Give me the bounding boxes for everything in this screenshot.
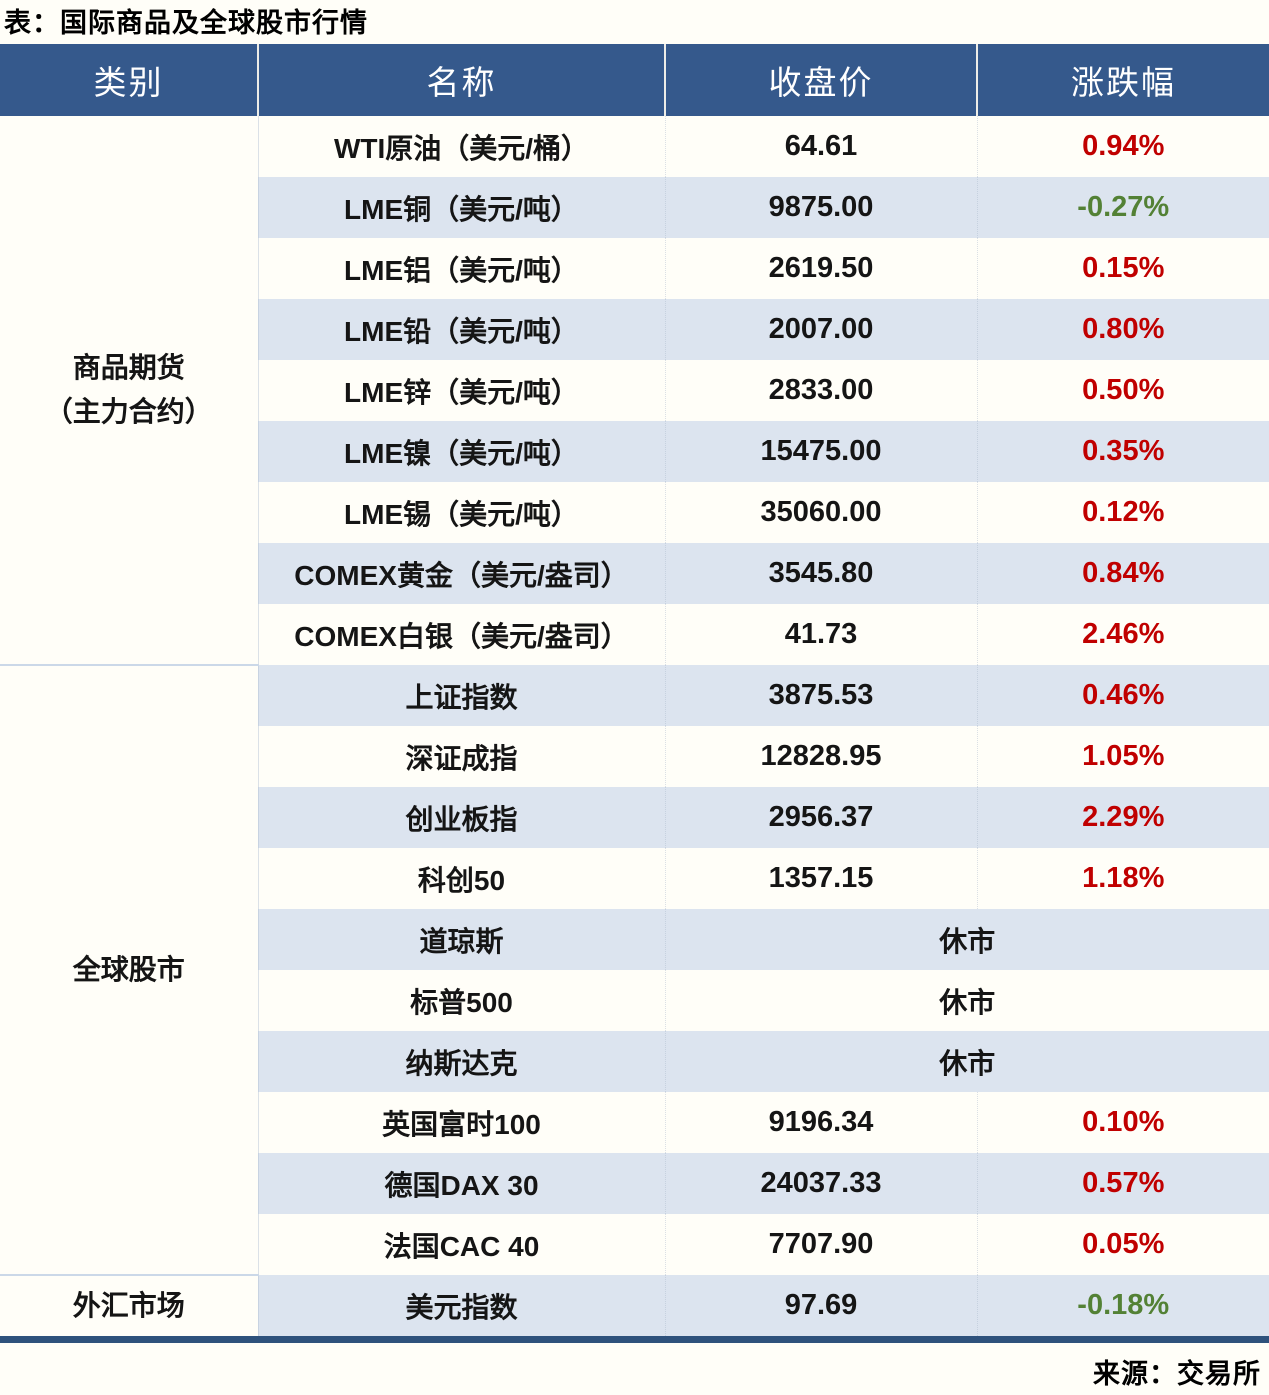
source-label: 来源：交易所 — [1093, 1359, 1261, 1389]
table-row: 商品期货 （主力合约） WTI原油（美元/桶） 64.61 0.94% — [0, 116, 1269, 666]
change-percent: 1.18% — [977, 848, 1269, 909]
category-label-line: 外汇市场 — [72, 1290, 185, 1321]
change-percent: 0.57% — [977, 1153, 1269, 1214]
instrument-name: 法国CAC 40 — [258, 1214, 666, 1275]
market-closed-status: 休市 — [665, 1031, 1269, 1092]
category-cell: 全球股市 — [0, 665, 259, 1276]
category-cell: 外汇市场 — [0, 1275, 259, 1336]
table-row: LME锡（美元/吨） 35060.00 0.12% — [0, 482, 1269, 543]
category-label-line: （主力合约） — [44, 396, 213, 427]
page-title: 表：国际商品及全球股市行情 — [4, 8, 368, 38]
closing-price: 3545.80 — [665, 543, 978, 604]
header-name: 名称 — [258, 44, 666, 116]
closing-price: 3875.53 — [665, 665, 978, 726]
instrument-name: 创业板指 — [258, 787, 666, 848]
category-label-line: 全球股市 — [72, 954, 185, 985]
instrument-name: 美元指数 — [258, 1275, 666, 1336]
table-row: 标普500 休市 — [0, 970, 1269, 1031]
closing-price: 35060.00 — [665, 482, 978, 543]
table-row: LME铝（美元/吨） 2619.50 0.15% — [0, 238, 1269, 299]
closing-price: 2956.37 — [665, 787, 978, 848]
table-row: 创业板指 2956.37 2.29% — [0, 787, 1269, 848]
change-percent: 0.35% — [977, 421, 1269, 482]
table-row: LME铅（美元/吨） 2007.00 0.80% — [0, 299, 1269, 360]
table-row: 科创50 1357.15 1.18% — [0, 848, 1269, 909]
table-row: 全球股市 上证指数 3875.53 0.46% — [0, 665, 1269, 1276]
instrument-name: 标普500 — [258, 970, 666, 1031]
table-row: 外汇市场 美元指数 97.69 -0.18% — [0, 1275, 1269, 1336]
instrument-name: LME锌（美元/吨） — [258, 360, 666, 421]
instrument-name: LME铅（美元/吨） — [258, 299, 666, 360]
change-percent: 0.80% — [977, 299, 1269, 360]
table-row: 英国富时100 9196.34 0.10% — [0, 1092, 1269, 1153]
closing-price: 12828.95 — [665, 726, 978, 787]
instrument-name: COMEX黄金（美元/盎司） — [258, 543, 666, 604]
change-percent: 0.84% — [977, 543, 1269, 604]
table-body: 商品期货 （主力合约） WTI原油（美元/桶） 64.61 0.94% LME铜（美元/吨… — [0, 116, 1269, 1336]
closing-price: 24037.33 — [665, 1153, 978, 1214]
table-bottom-border — [0, 1336, 1269, 1343]
header-closing-price: 收盘价 — [665, 44, 978, 116]
instrument-name: 道琼斯 — [258, 909, 666, 970]
change-percent: 0.10% — [977, 1092, 1269, 1153]
instrument-name: 德国DAX 30 — [258, 1153, 666, 1214]
table-row: COMEX黄金（美元/盎司） 3545.80 0.84% — [0, 543, 1269, 604]
change-percent: 0.50% — [977, 360, 1269, 421]
table-row: LME铜（美元/吨） 9875.00 -0.27% — [0, 177, 1269, 238]
instrument-name: LME铜（美元/吨） — [258, 177, 666, 238]
table-row: LME锌（美元/吨） 2833.00 0.50% — [0, 360, 1269, 421]
change-percent: 0.46% — [977, 665, 1269, 726]
market-closed-status: 休市 — [665, 909, 1269, 970]
change-percent: 0.94% — [977, 116, 1269, 177]
instrument-name: WTI原油（美元/桶） — [258, 116, 666, 177]
instrument-name: 深证成指 — [258, 726, 666, 787]
instrument-name: 科创50 — [258, 848, 666, 909]
table-row: 法国CAC 40 7707.90 0.05% — [0, 1214, 1269, 1275]
table-row: 深证成指 12828.95 1.05% — [0, 726, 1269, 787]
change-percent: 2.29% — [977, 787, 1269, 848]
closing-price: 9196.34 — [665, 1092, 978, 1153]
instrument-name: COMEX白银（美元/盎司） — [258, 604, 666, 665]
instrument-name: 纳斯达克 — [258, 1031, 666, 1092]
closing-price: 2833.00 — [665, 360, 978, 421]
closing-price: 2007.00 — [665, 299, 978, 360]
category-cell: 商品期货 （主力合约） — [0, 116, 259, 666]
table-row: 德国DAX 30 24037.33 0.57% — [0, 1153, 1269, 1214]
category-label-line: 商品期货 — [72, 352, 185, 383]
change-percent: 2.46% — [977, 604, 1269, 665]
closing-price: 7707.90 — [665, 1214, 978, 1275]
closing-price: 2619.50 — [665, 238, 978, 299]
table-header-row: 类别 名称 收盘价 涨跌幅 — [0, 44, 1269, 116]
change-percent: -0.27% — [977, 177, 1269, 238]
closing-price: 64.61 — [665, 116, 978, 177]
change-percent: 0.15% — [977, 238, 1269, 299]
header-change-percent: 涨跌幅 — [977, 44, 1269, 116]
market-table: 类别 名称 收盘价 涨跌幅 商品期货 （主力合约） WTI原油（美元/桶） 64.61… — [0, 44, 1269, 1336]
change-percent: -0.18% — [977, 1275, 1269, 1336]
market-closed-status: 休市 — [665, 970, 1269, 1031]
closing-price: 97.69 — [665, 1275, 978, 1336]
closing-price: 41.73 — [665, 604, 978, 665]
instrument-name: 英国富时100 — [258, 1092, 666, 1153]
instrument-name: LME铝（美元/吨） — [258, 238, 666, 299]
closing-price: 1357.15 — [665, 848, 978, 909]
change-percent: 0.12% — [977, 482, 1269, 543]
closing-price: 15475.00 — [665, 421, 978, 482]
header-category: 类别 — [0, 44, 259, 116]
closing-price: 9875.00 — [665, 177, 978, 238]
instrument-name: 上证指数 — [258, 665, 666, 726]
instrument-name: LME锡（美元/吨） — [258, 482, 666, 543]
instrument-name: LME镍（美元/吨） — [258, 421, 666, 482]
table-row: 道琼斯 休市 — [0, 909, 1269, 970]
table-row: 纳斯达克 休市 — [0, 1031, 1269, 1092]
table-row: LME镍（美元/吨） 15475.00 0.35% — [0, 421, 1269, 482]
change-percent: 0.05% — [977, 1214, 1269, 1275]
change-percent: 1.05% — [977, 726, 1269, 787]
table-row: COMEX白银（美元/盎司） 41.73 2.46% — [0, 604, 1269, 665]
